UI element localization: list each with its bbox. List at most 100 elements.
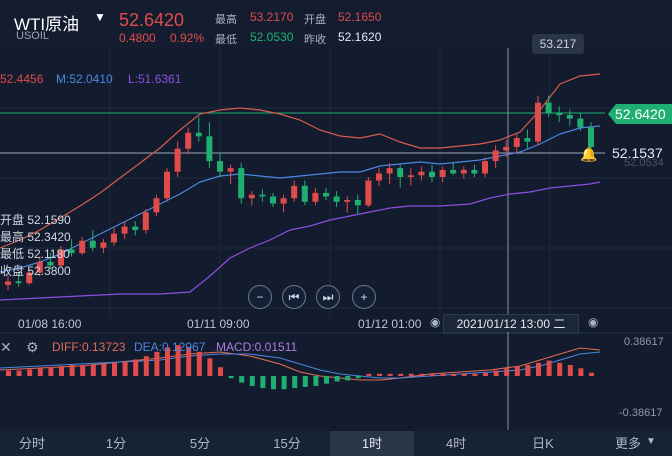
candle-body [100,242,107,248]
macd-value-label: MACD:0.01511 [216,340,298,354]
symbol-name[interactable]: WTI原油 [14,15,80,34]
close-icon[interactable]: ✕ [0,339,12,355]
macd-bar [249,376,255,386]
toggle-dot-right-icon[interactable]: ◉ [588,315,599,329]
tab-4hour[interactable]: 4时 [445,436,467,451]
tab-5min[interactable]: 5分 [189,436,211,451]
candle-body [577,118,584,128]
bell-icon[interactable]: 🔔 [580,146,598,162]
candle-body [503,146,510,151]
chevron-down-icon[interactable]: ▼ [94,10,106,24]
price-change-percent: 0.92% [170,31,205,45]
candle-body [418,171,425,176]
candle-body [344,200,351,202]
candle-body [217,161,223,172]
macd-chart[interactable] [0,332,672,430]
candle-body [545,102,552,114]
macd-dea-label: DEA:0.12967 [134,340,206,354]
candle-body [153,198,160,213]
toggle-dot-left-icon[interactable]: ◉ [430,315,441,329]
candle-body [588,127,594,147]
candle-body [79,240,86,254]
candle-body [301,185,308,202]
chevron-down-icon[interactable]: ▼ [646,436,656,447]
macd-top-label: 0.38617 [624,336,664,348]
candle-body [429,171,435,177]
ohlc-open: 开盘 52.1590 [0,213,71,227]
tab-1hour[interactable]: 1时 [330,431,414,456]
candlestick-chart[interactable]: 52.0534 [0,48,672,338]
tab-timeshare[interactable]: 分时 [18,436,45,451]
macd-bar [59,366,64,376]
macd-bar [536,362,541,376]
macd-bar [6,370,11,376]
low-label: 最低 [215,34,237,46]
skip-back-button[interactable]: ⏮ [282,285,306,309]
macd-bar [387,373,393,376]
candles-group [5,95,594,291]
macd-bar [578,368,584,376]
macd-bottom-label: -0.38617 [619,407,663,419]
candle-body [259,194,266,197]
candle-body [15,281,22,284]
tab-more[interactable]: 更多 [614,436,641,451]
legend-middle: M:52.0410 [56,72,113,86]
skip-forward-button[interactable]: ⏭ [316,285,340,309]
macd-bar [377,373,382,376]
macd-bar [398,373,404,376]
boll-middle-line [0,125,601,273]
candle-body [195,132,202,137]
candle-body [439,169,446,177]
macd-bar [80,365,86,376]
macd-bar [165,347,170,376]
candle-body [36,261,43,273]
candle-body [238,168,245,199]
boll-lower-line [0,181,601,301]
candle-body [58,249,64,266]
candle-body [291,185,298,199]
macd-bar [207,358,213,376]
time-label-2: 01/11 09:00 [187,317,250,331]
candle-body [407,175,414,177]
candle-body [535,102,541,142]
candle-body [323,192,329,197]
zoom-in-button[interactable]: + [352,285,376,309]
macd-bar [324,376,329,384]
ohlc-high: 最高 52.3420 [0,230,71,244]
macd-bar [366,373,372,376]
candle-body [280,198,287,204]
macd-bar [37,368,43,376]
macd-bar [133,359,139,376]
macd-bar [228,376,234,379]
candle-body [460,169,467,174]
tab-1min[interactable]: 1分 [105,436,127,451]
settings-icon[interactable]: ⚙ [26,339,39,355]
candle-body [524,138,531,142]
candle-body [270,196,276,204]
macd-bar [154,351,160,376]
candle-body [89,240,96,248]
tab-15min[interactable]: 15分 [273,436,301,451]
zoom-out-button[interactable]: − [248,285,272,309]
macd-bar [483,372,488,376]
macd-diff-label: DIFF:0.13723 [52,340,126,354]
candle-body [132,226,139,231]
candle-body [482,161,488,174]
crosshair-price-tag: 52.1537 [612,145,663,161]
tab-daily[interactable]: 日K [532,436,554,451]
candle-body [227,168,234,172]
prev-close-value: 52.1620 [338,30,382,44]
candle-body [5,281,11,285]
candle-body [365,180,372,206]
candle-body [174,148,181,172]
macd-bar [567,365,573,376]
candle-body [164,171,170,199]
macd-bar [525,365,531,376]
macd-bar [419,373,425,376]
price-change: 0.4800 [119,31,156,45]
candle-body [68,249,75,254]
macd-bars-group [6,345,594,390]
macd-bar [239,376,245,383]
prev-close-label: 昨收 [304,34,326,46]
candle-body [248,194,255,199]
